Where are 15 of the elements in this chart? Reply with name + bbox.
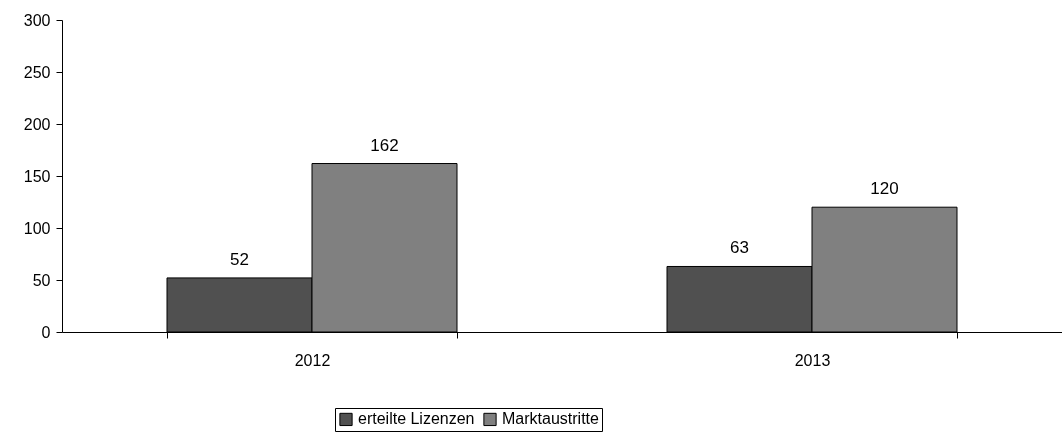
- y-tick-label: 200: [23, 115, 51, 133]
- legend-label: Marktaustritte: [502, 410, 600, 428]
- x-tick-label: 2012: [294, 351, 331, 369]
- legend-label: erteilte Lizenzen: [358, 410, 475, 428]
- y-tick-label: 150: [23, 167, 51, 185]
- data-label: 120: [870, 179, 899, 199]
- data-label: 162: [370, 135, 399, 155]
- x-tick-label: 2013: [794, 351, 831, 369]
- data-label: 52: [230, 249, 249, 269]
- y-tick-label: 300: [23, 11, 51, 29]
- y-tick-label: 0: [41, 323, 51, 341]
- y-tick-label: 100: [23, 219, 51, 237]
- y-tick-label: 250: [23, 63, 51, 81]
- data-label: 63: [730, 238, 749, 258]
- y-tick-label: 50: [32, 271, 51, 289]
